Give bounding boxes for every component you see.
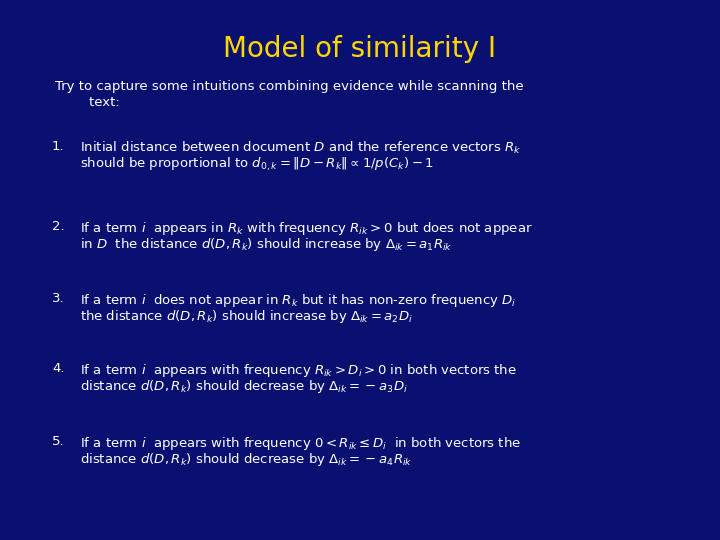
Text: If a term $\mathit{i}$  appears in $\mathit{R}_k$ with frequency $\mathit{R}_{ik: If a term $\mathit{i}$ appears in $\math… — [80, 220, 533, 237]
Text: If a term $\mathit{i}$  does not appear in $\mathit{R}_k$ but it has non-zero fr: If a term $\mathit{i}$ does not appear i… — [80, 292, 516, 309]
Text: should be proportional to $\mathit{d}_{0,k} = \|\mathit{D} - \mathit{R}_k\| \pro: should be proportional to $\mathit{d}_{0… — [80, 156, 434, 173]
Text: If a term $\mathit{i}$  appears with frequency $\mathit{R}_{ik} > \mathit{D}_i >: If a term $\mathit{i}$ appears with freq… — [80, 362, 517, 379]
Text: 1.: 1. — [52, 140, 65, 153]
Text: in $\mathit{D}$  the distance $\mathit{d}(\mathit{D},\mathit{R}_k)$ should incre: in $\mathit{D}$ the distance $\mathit{d}… — [80, 236, 453, 253]
Text: 2.: 2. — [52, 220, 65, 233]
Text: Try to capture some intuitions combining evidence while scanning the: Try to capture some intuitions combining… — [55, 80, 523, 93]
Text: 4.: 4. — [52, 362, 65, 375]
Text: distance $\mathit{d}(\mathit{D},\mathit{R}_k)$ should decrease by $\Delta_{ik} =: distance $\mathit{d}(\mathit{D},\mathit{… — [80, 378, 408, 395]
Text: 3.: 3. — [52, 292, 65, 305]
Text: distance $\mathit{d}(\mathit{D},\mathit{R}_k)$ should decrease by $\Delta_{ik} =: distance $\mathit{d}(\mathit{D},\mathit{… — [80, 451, 413, 468]
Text: the distance $\mathit{d}(\mathit{D},\mathit{R}_k)$ should increase by $\Delta_{i: the distance $\mathit{d}(\mathit{D},\mat… — [80, 308, 413, 325]
Text: text:: text: — [55, 96, 120, 109]
Text: Initial distance between document $\mathit{D}$ and the reference vectors $\mathi: Initial distance between document $\math… — [80, 140, 521, 156]
Text: Model of similarity I: Model of similarity I — [223, 35, 497, 63]
Text: If a term $\mathit{i}$  appears with frequency $0 < \mathit{R}_{ik} \leq \mathit: If a term $\mathit{i}$ appears with freq… — [80, 435, 521, 452]
Text: 5.: 5. — [52, 435, 65, 448]
